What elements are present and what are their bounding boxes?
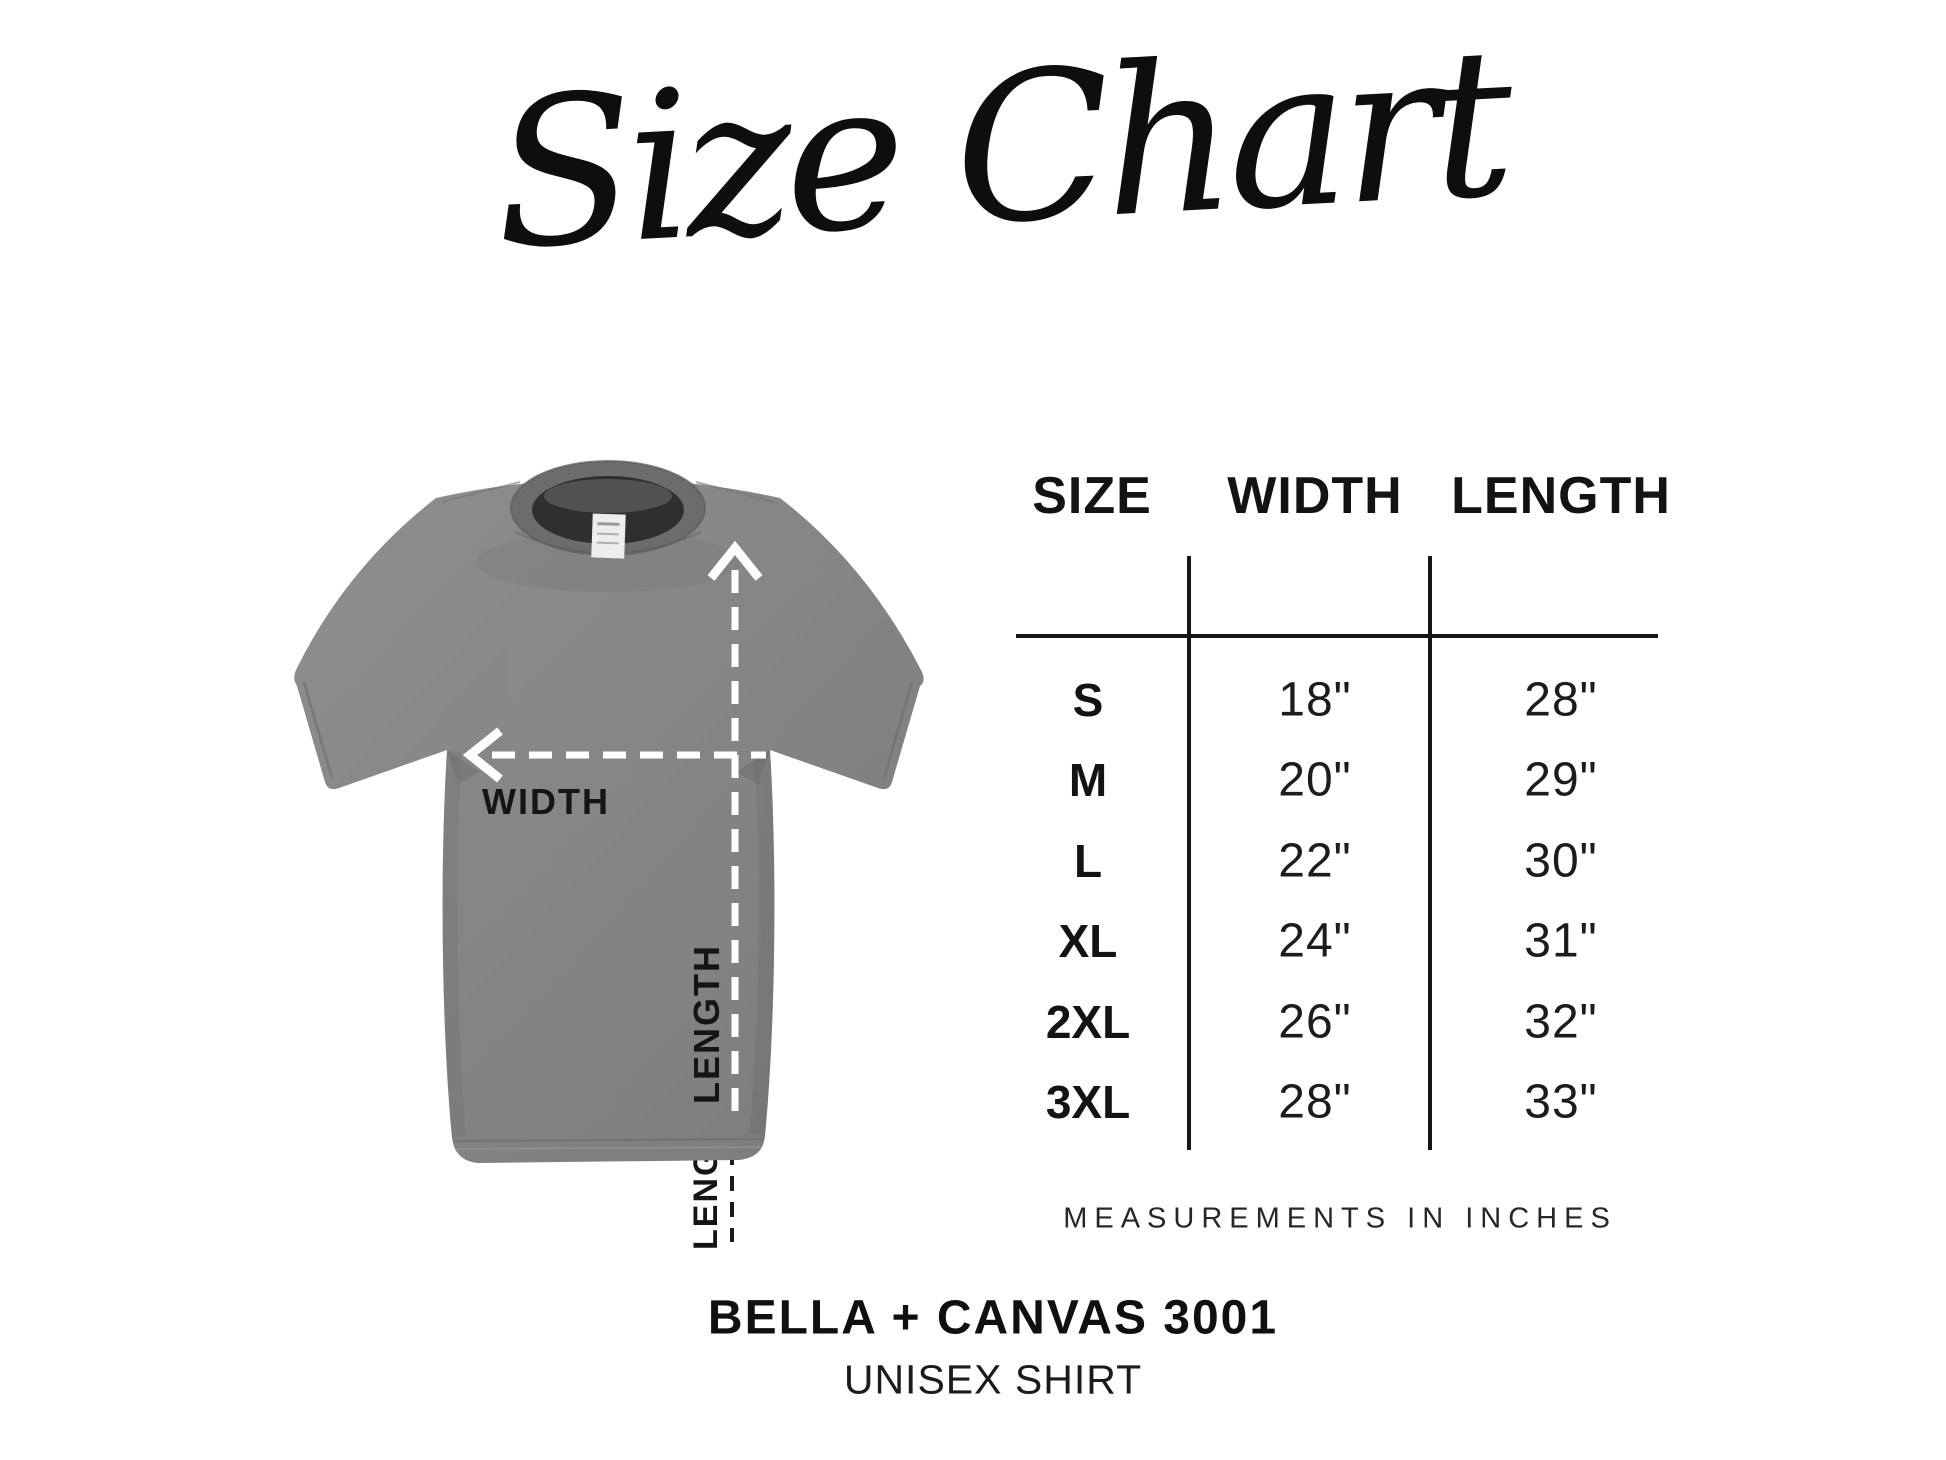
size-cell: L bbox=[1073, 835, 1103, 887]
size-cell: XL bbox=[1058, 915, 1118, 967]
tshirt-collar bbox=[510, 460, 706, 559]
column-header-length: LENGTH bbox=[1451, 467, 1671, 525]
neck-tag bbox=[591, 513, 626, 559]
length-arrowhead-icon bbox=[707, 540, 763, 581]
size-cell: 3XL bbox=[1045, 1076, 1131, 1128]
measurement-annotations bbox=[462, 540, 766, 1115]
column-header-width: WIDTH bbox=[1227, 467, 1403, 525]
measurements-note: MEASUREMENTS IN INCHES bbox=[1063, 1202, 1617, 1235]
table-vertical-rule-1 bbox=[1187, 556, 1191, 1150]
width-cell: 20" bbox=[1278, 753, 1352, 807]
length-cell: 33" bbox=[1524, 1075, 1598, 1129]
length-cell: 31" bbox=[1524, 914, 1598, 968]
length-cell: 30" bbox=[1524, 834, 1598, 888]
product-subtitle: UNISEX SHIRT bbox=[843, 1356, 1143, 1403]
width-cell: 22" bbox=[1278, 834, 1352, 888]
table-horizontal-rule bbox=[1016, 634, 1658, 638]
width-cell: 26" bbox=[1278, 995, 1352, 1049]
width-cell: 18" bbox=[1278, 673, 1352, 727]
table-vertical-rule-2 bbox=[1428, 556, 1432, 1150]
column-header-size: SIZE bbox=[1032, 467, 1152, 525]
width-label: WIDTH bbox=[482, 781, 610, 822]
size-cell: 2XL bbox=[1045, 996, 1131, 1048]
product-name: BELLA + CANVAS 3001 bbox=[707, 1291, 1279, 1345]
page-title: Size Chart bbox=[488, 4, 1512, 296]
length-cell: 29" bbox=[1524, 753, 1598, 807]
length-cell: 32" bbox=[1524, 995, 1598, 1049]
length-cell: 28" bbox=[1524, 673, 1598, 727]
width-cell: 24" bbox=[1278, 914, 1352, 968]
length-label: LENGTH bbox=[686, 944, 727, 1104]
width-arrowhead-icon bbox=[462, 727, 503, 783]
size-cell: S bbox=[1072, 674, 1104, 726]
tshirt-illustration: LENGTH WI bbox=[220, 420, 960, 1260]
size-cell: M bbox=[1068, 754, 1108, 806]
width-cell: 28" bbox=[1278, 1075, 1352, 1129]
